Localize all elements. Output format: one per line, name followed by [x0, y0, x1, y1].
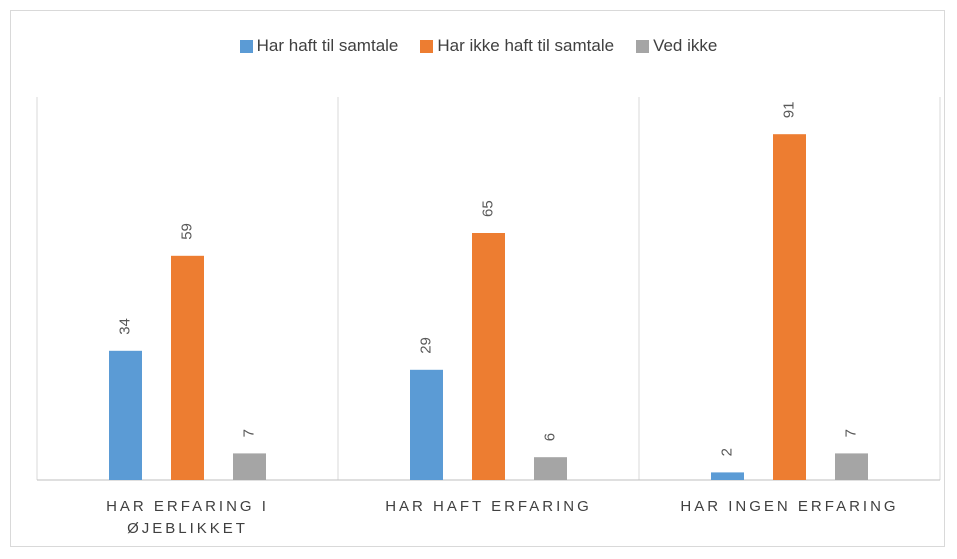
data-label: 2 [718, 448, 735, 456]
data-label: 65 [479, 200, 496, 217]
legend-label: Har ikke haft til samtale [437, 36, 615, 55]
bar [711, 472, 744, 480]
data-label: 91 [780, 102, 797, 119]
chart-frame [10, 10, 945, 547]
legend-swatch [239, 39, 253, 53]
legend-label: Ved ikke [653, 36, 718, 55]
bar [835, 453, 868, 480]
data-label: 29 [417, 337, 434, 354]
data-label: 59 [178, 223, 195, 240]
bar [410, 369, 443, 480]
bar [171, 255, 204, 480]
legend-swatch [636, 39, 650, 53]
legend-item: Har ikke haft til samtale [420, 36, 614, 56]
bar [472, 233, 505, 480]
data-label: 7 [240, 429, 257, 437]
x-tick-label: HAR HAFT ERFARING [385, 498, 592, 515]
legend-item: Har haft til samtale [239, 36, 399, 56]
legend-label: Har haft til samtale [256, 36, 399, 55]
legend-item: Ved ikke [636, 36, 717, 56]
data-label: 6 [541, 433, 558, 441]
bar [773, 134, 806, 480]
x-tick-label: HAR INGEN ERFARING [680, 498, 899, 515]
legend: Har haft til samtale Har ikke haft til sa… [0, 36, 957, 56]
bar [534, 457, 567, 480]
bar [233, 453, 266, 480]
data-label: 7 [842, 429, 859, 437]
bar [109, 350, 142, 480]
legend-swatch [420, 39, 434, 53]
data-label: 34 [116, 318, 133, 335]
x-tick-label: HAR ERFARING I ØJEBLIKKET [106, 498, 269, 537]
